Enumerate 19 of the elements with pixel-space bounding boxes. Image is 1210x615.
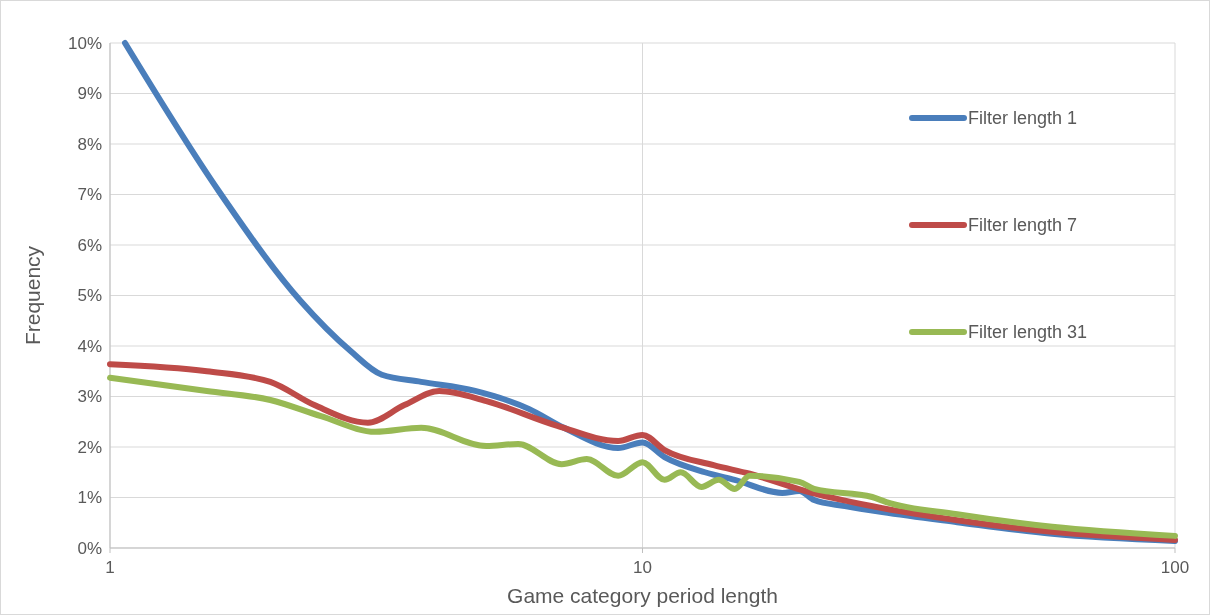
y-tick-label: 7% [77,185,102,205]
y-tick-label: 8% [77,134,102,154]
y-tick-label: 0% [77,538,102,558]
y-tick-label: 3% [77,387,102,407]
y-tick-label: 1% [77,488,102,508]
y-tick-label: 10% [67,33,102,53]
y-tick-label: 6% [77,235,102,255]
y-tick-label: 2% [77,437,102,457]
legend-label: Filter length 7 [968,215,1078,236]
x-tick-label: 1 [105,558,115,577]
x-tick-label: 100 [1160,558,1190,577]
legend-label: Filter length 31 [968,322,1088,343]
y-tick-label: 5% [77,286,102,306]
x-axis-title: Game category period length [507,584,778,607]
y-tick-label: 9% [77,84,102,104]
y-axis-title: Frequency [21,245,44,346]
x-tick-label: 10 [633,558,652,577]
legend-label: Filter length 1 [968,108,1078,129]
y-tick-label: 4% [77,336,102,356]
